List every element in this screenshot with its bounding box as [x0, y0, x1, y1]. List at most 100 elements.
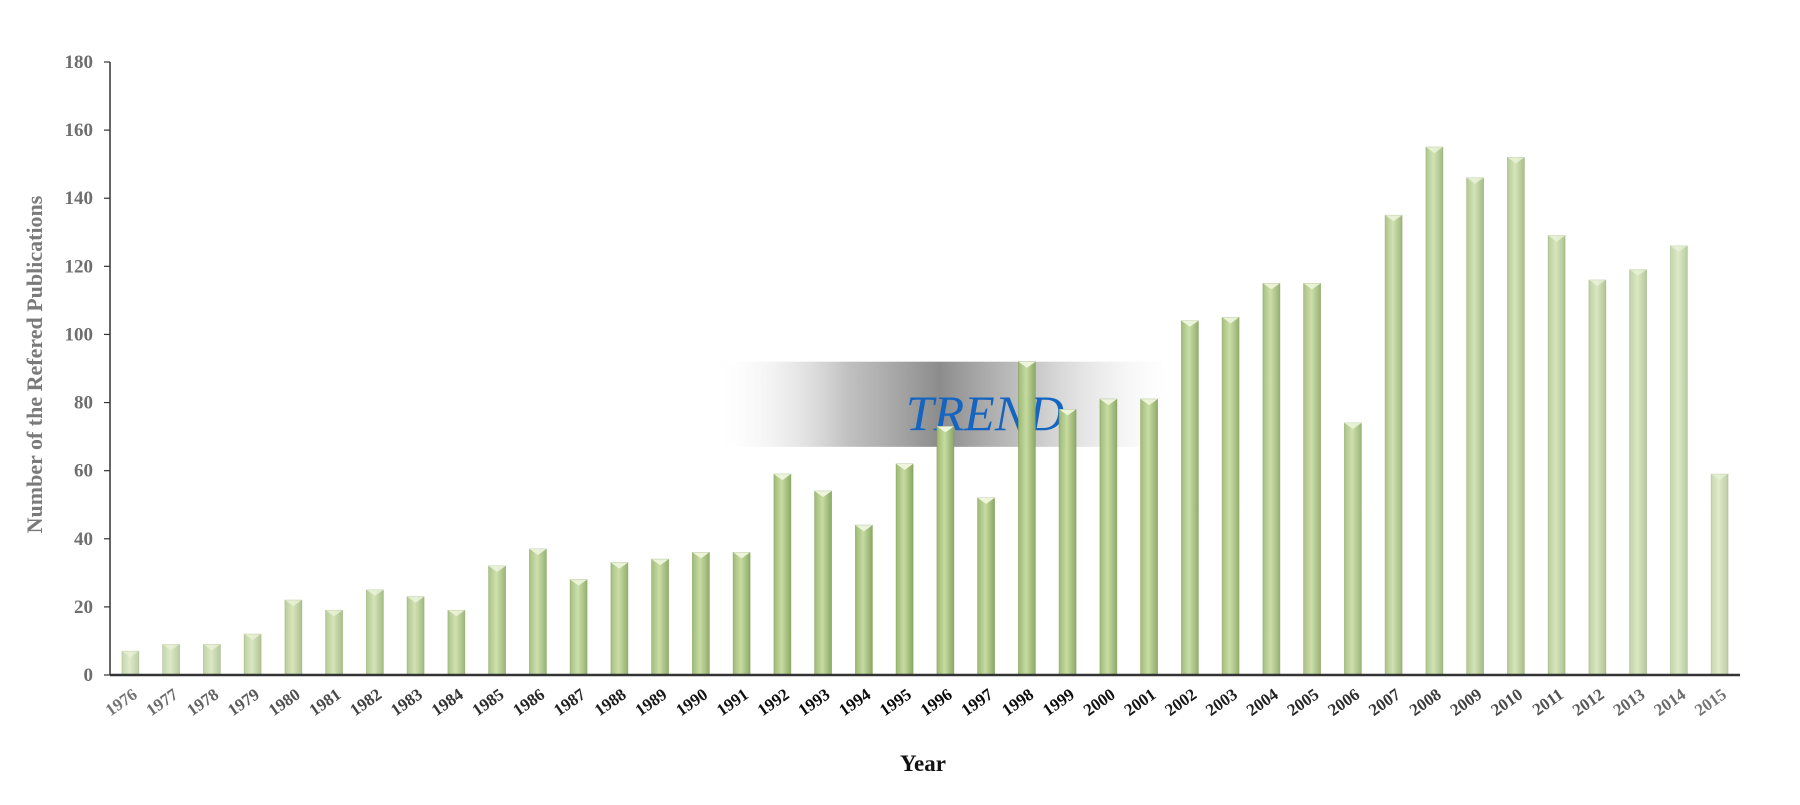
- bar-cap: [1181, 320, 1199, 327]
- bar-2015: [1710, 473, 1729, 676]
- bar-1995: [895, 463, 914, 676]
- bar-body: [1670, 245, 1688, 676]
- bar-1985: [488, 565, 507, 676]
- bar-1999: [1058, 408, 1077, 676]
- x-tick-label: 1991: [713, 685, 752, 720]
- bar-body: [447, 609, 466, 676]
- bar-cap: [1588, 280, 1606, 286]
- y-tick-label: 60: [74, 461, 93, 482]
- x-tick-label: 1983: [387, 685, 426, 720]
- bar-2004: [1262, 282, 1281, 676]
- bar-1981: [325, 609, 344, 676]
- x-tick-label: 1989: [632, 685, 671, 720]
- bar-cap: [1670, 245, 1688, 252]
- bar-body: [977, 497, 995, 676]
- x-tick-label: 1993: [795, 685, 834, 720]
- bar-body: [1507, 156, 1525, 676]
- bar-1986: [529, 548, 547, 676]
- x-tick-label: 2011: [1529, 685, 1567, 720]
- bar-1988: [610, 562, 629, 676]
- bar-cap: [896, 463, 914, 470]
- bar-cap: [1711, 474, 1729, 481]
- bar-cap: [936, 426, 954, 433]
- bar-body: [936, 425, 955, 676]
- bar-cap: [610, 562, 628, 569]
- bar-cap: [1507, 157, 1525, 164]
- x-tick-label: 2005: [1284, 685, 1323, 720]
- bar-body: [243, 633, 262, 676]
- x-tick-label: 1982: [346, 685, 385, 720]
- bar-cap: [447, 610, 465, 617]
- x-tick-label: 1978: [183, 685, 222, 720]
- bar-cap: [366, 589, 384, 596]
- bar-cap: [1018, 361, 1036, 368]
- bar-cap: [1059, 409, 1077, 416]
- bar-body: [1018, 361, 1036, 676]
- bar-body: [1099, 398, 1118, 676]
- y-tick-label: 80: [74, 393, 93, 414]
- bar-body: [1344, 422, 1362, 676]
- bar-body: [1710, 473, 1729, 676]
- bar-body: [1425, 146, 1444, 676]
- bar-body: [325, 609, 344, 676]
- bar-body: [365, 589, 384, 676]
- bar-2003: [1221, 316, 1240, 676]
- bar-body: [284, 599, 303, 676]
- x-tick-label: 1986: [509, 685, 548, 720]
- x-tick-label: 1997: [958, 684, 997, 719]
- bar-cap: [651, 559, 669, 566]
- bar-cap: [814, 491, 832, 498]
- bar-cap: [1548, 235, 1566, 242]
- bars-group: [121, 146, 1729, 676]
- bar-1978: [202, 644, 221, 676]
- x-tick-label: 2012: [1569, 685, 1608, 720]
- bar-body: [692, 552, 710, 676]
- bar-cap: [1099, 399, 1117, 406]
- bar-cap: [1140, 399, 1158, 406]
- bar-1989: [651, 558, 669, 676]
- x-tick-label: 1987: [550, 684, 589, 719]
- bar-body: [1221, 316, 1240, 676]
- x-tick-label: 2002: [1161, 685, 1200, 720]
- bar-1992: [773, 473, 792, 676]
- bar-2005: [1303, 282, 1321, 676]
- x-tick-label: 1977: [143, 684, 182, 719]
- x-tick-label: 1976: [102, 685, 141, 720]
- y-tick-label: 140: [65, 188, 94, 209]
- bar-cap: [488, 566, 506, 572]
- bar-cap: [570, 579, 588, 586]
- bar-cap: [1629, 269, 1647, 276]
- x-tick-label: 2004: [1243, 684, 1282, 719]
- bar-cap: [284, 600, 302, 607]
- x-tick-label: 1979: [224, 685, 263, 720]
- y-tick-label: 120: [65, 256, 94, 277]
- bar-2014: [1670, 245, 1688, 676]
- bar-2009: [1466, 177, 1484, 676]
- bar-2007: [1384, 214, 1403, 676]
- x-tick-label: 2014: [1650, 684, 1689, 719]
- x-axis-label: Year: [900, 751, 946, 776]
- bar-1991: [732, 552, 751, 676]
- bar-cap: [773, 474, 791, 481]
- bar-cap: [203, 644, 221, 651]
- x-tick-label: 2000: [1080, 685, 1119, 720]
- y-tick-label: 180: [65, 52, 94, 73]
- x-tick-label: 1981: [306, 685, 345, 720]
- bar-body: [814, 490, 832, 676]
- bar-body: [855, 524, 873, 676]
- bar-cap: [692, 552, 710, 559]
- x-ticks: 1976 1977 1978 1979 1980 1981 1982 1983 1984 1985…: [102, 684, 1730, 719]
- bar-body: [1466, 177, 1484, 676]
- x-tick-label: 1996: [917, 685, 956, 720]
- bar-body: [1547, 235, 1566, 676]
- bar-body: [1181, 320, 1199, 676]
- bar-cap: [733, 552, 751, 559]
- x-tick-label: 1992: [754, 685, 793, 720]
- x-tick-label: 2008: [1406, 685, 1445, 720]
- y-ticks: 0 20 40 60 80 100 120 140 160 180: [65, 52, 110, 686]
- x-tick-label: 1988: [591, 685, 630, 720]
- bar-1983: [406, 596, 425, 676]
- bar-body: [1384, 214, 1403, 676]
- y-tick-label: 160: [65, 120, 94, 141]
